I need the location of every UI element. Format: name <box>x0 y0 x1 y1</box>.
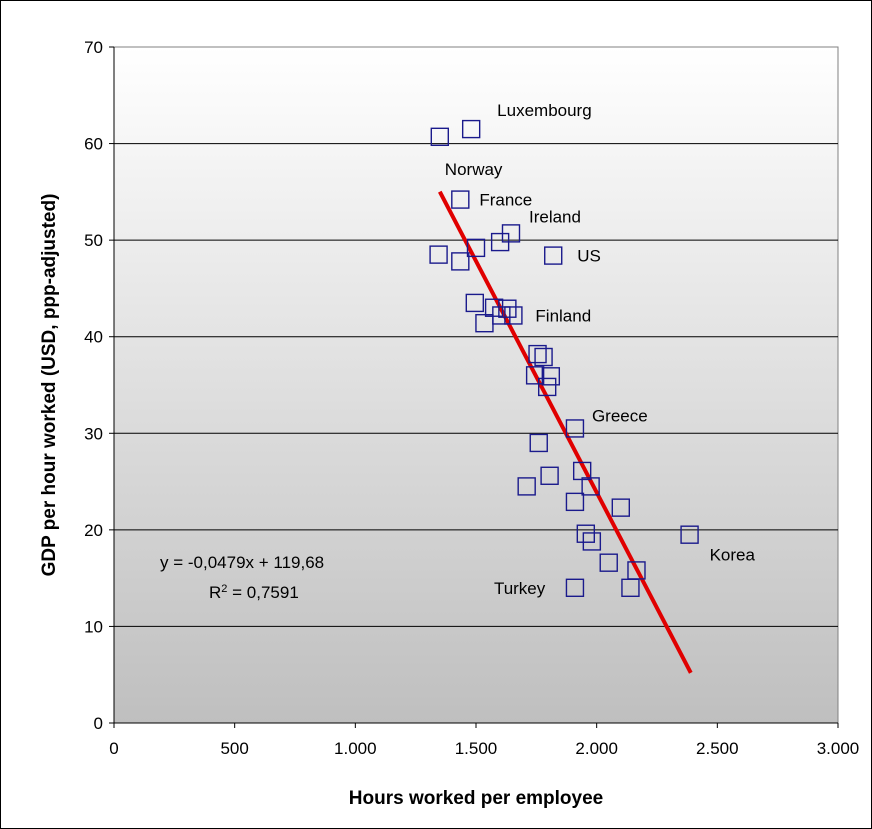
y-tick-label: 0 <box>94 714 103 733</box>
data-point <box>466 238 486 258</box>
data-point <box>540 466 559 485</box>
data-point <box>680 525 699 544</box>
point-label: Ireland <box>529 207 581 226</box>
x-tick-label: 3.000 <box>817 739 860 758</box>
data-point <box>565 492 585 512</box>
data-point <box>621 578 640 597</box>
data-point <box>544 246 563 265</box>
data-point <box>498 299 517 318</box>
x-axis-title: Hours worked per employee <box>349 788 603 809</box>
y-tick-label: 30 <box>84 424 103 443</box>
data-point <box>504 306 523 325</box>
data-point <box>528 344 547 364</box>
data-point <box>451 190 470 209</box>
data-point <box>529 433 548 453</box>
x-tick-label: 0 <box>109 739 118 758</box>
x-tick-label: 1.500 <box>455 739 498 758</box>
r-squared-superscript: 2 <box>221 583 227 595</box>
data-point <box>565 419 585 438</box>
data-point <box>534 347 553 367</box>
point-label: Finland <box>535 306 591 325</box>
trendline-group <box>438 190 693 674</box>
data-point <box>451 252 470 271</box>
y-tick-label: 70 <box>84 38 103 57</box>
point-label: Korea <box>710 546 756 565</box>
data-point <box>484 298 504 317</box>
point-label: Norway <box>445 160 503 179</box>
y-tick-label: 60 <box>84 135 103 154</box>
r-squared-prefix: R <box>209 583 221 602</box>
data-point <box>611 498 630 517</box>
y-tick-label: 40 <box>84 328 103 347</box>
data-point <box>430 127 449 147</box>
y-tick-label: 20 <box>84 521 103 540</box>
r-squared-value: = 0,7591 <box>227 583 298 602</box>
trendline <box>438 190 693 674</box>
data-points <box>429 119 699 597</box>
point-label: Turkey <box>494 579 546 598</box>
x-tick-label: 500 <box>220 739 248 758</box>
y-tick-label: 10 <box>84 617 103 636</box>
grid-lines <box>114 143 838 627</box>
data-point <box>517 477 536 496</box>
data-point <box>537 377 557 397</box>
y-axis-title: GDP per hour worked (USD, ppp-adjusted) <box>39 194 60 577</box>
data-point <box>429 245 448 264</box>
data-point <box>525 366 545 385</box>
x-tick-label: 1.000 <box>334 739 377 758</box>
data-point <box>541 367 561 386</box>
data-point <box>599 553 618 572</box>
trendline-equation: y = -0,0479x + 119,68 <box>160 553 324 572</box>
plot-area <box>113 46 839 724</box>
data-point <box>581 477 600 496</box>
data-point <box>576 524 596 543</box>
x-tick-label: 2.500 <box>696 739 739 758</box>
data-point <box>465 293 484 313</box>
point-label: US <box>577 247 601 266</box>
y-tick-label: 50 <box>84 231 103 250</box>
data-point <box>565 578 585 597</box>
data-point <box>582 532 602 551</box>
point-label: Greece <box>592 406 648 425</box>
r-squared-text: R2 = 0,7591 <box>209 583 299 602</box>
axes: 0 10 20 30 40 50 60 70 0 500 1.000 1.500 2.000 2.500 3… <box>84 38 859 758</box>
x-tick-label: 2.000 <box>575 739 618 758</box>
data-point <box>461 119 481 139</box>
point-label: Luxembourg <box>497 101 592 120</box>
point-label: France <box>479 191 532 210</box>
data-point <box>490 232 510 252</box>
data-point <box>475 313 494 333</box>
